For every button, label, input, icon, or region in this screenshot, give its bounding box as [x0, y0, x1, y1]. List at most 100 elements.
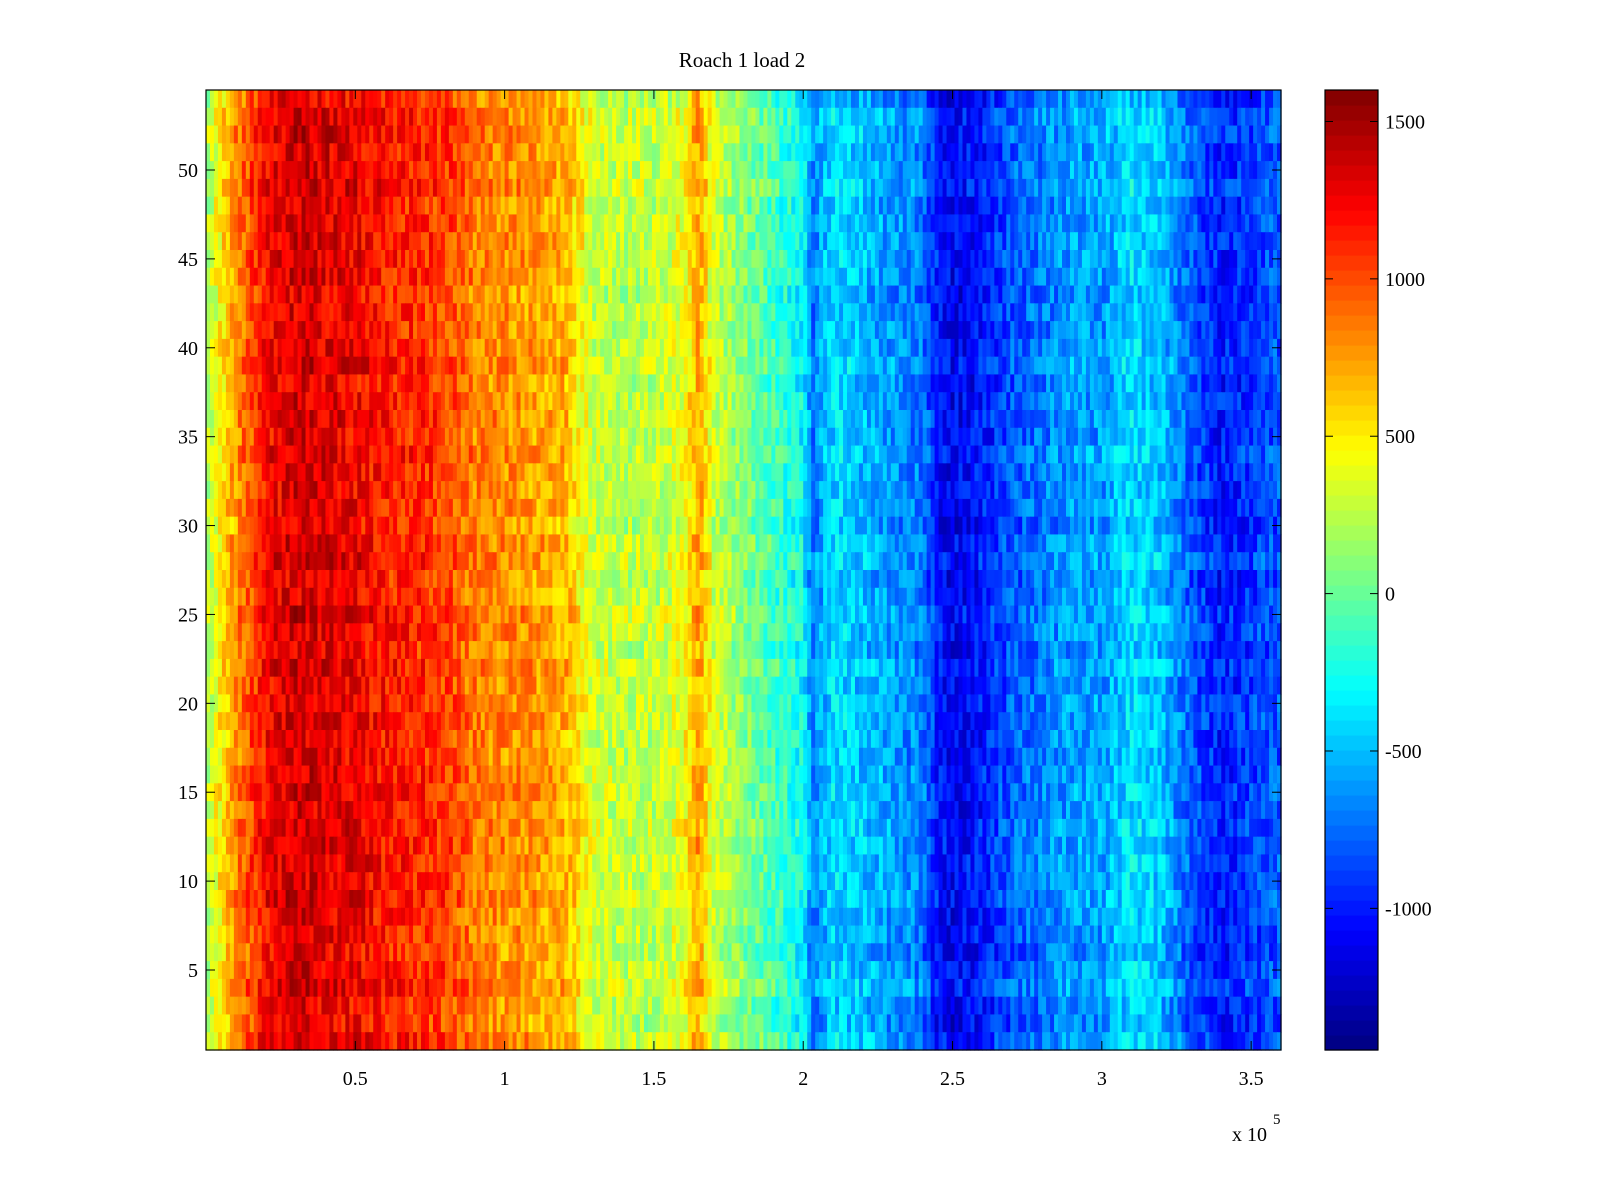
- heatmap-cell: [1113, 374, 1119, 393]
- heatmap-cell: [480, 178, 486, 198]
- heatmap-cell: [496, 250, 502, 269]
- heatmap-cell: [1042, 178, 1047, 198]
- heatmap-cell: [1141, 161, 1147, 180]
- heatmap-cell: [966, 107, 972, 127]
- heatmap-cell: [671, 338, 677, 358]
- heatmap-cell: [1097, 196, 1103, 216]
- heatmap-cell: [480, 285, 486, 304]
- heatmap-cell: [225, 267, 231, 287]
- heatmap-cell: [389, 125, 394, 144]
- heatmap-cell: [1201, 285, 1206, 304]
- heatmap-cell: [464, 143, 470, 162]
- heatmap-cell: [695, 374, 701, 393]
- heatmap-cell: [751, 178, 757, 198]
- heatmap-cell: [647, 321, 653, 340]
- heatmap-cell: [926, 250, 932, 269]
- heatmap-cell: [289, 161, 295, 180]
- heatmap-cell: [496, 303, 502, 322]
- heatmap-cell: [460, 90, 466, 109]
- heatmap-cell: [604, 321, 609, 340]
- heatmap-cell: [1062, 196, 1067, 216]
- heatmap-cell: [902, 356, 908, 376]
- heatmap-cell: [1153, 338, 1159, 358]
- heatmap-cell: [321, 250, 327, 269]
- heatmap-cell: [1113, 392, 1119, 411]
- heatmap-cell: [440, 143, 446, 162]
- heatmap-cell: [890, 107, 896, 127]
- heatmap-cell: [432, 107, 438, 127]
- heatmap-cell: [584, 214, 589, 233]
- heatmap-cell: [548, 338, 553, 358]
- heatmap-cell: [918, 338, 924, 358]
- heatmap-cell: [213, 250, 219, 269]
- heatmap-cell: [520, 267, 526, 287]
- heatmap-cell: [795, 143, 800, 162]
- heatmap-cell: [651, 196, 657, 216]
- heatmap-cell: [452, 143, 458, 162]
- heatmap-cell: [544, 374, 550, 393]
- heatmap-cell: [365, 356, 370, 376]
- heatmap-cell: [552, 107, 557, 127]
- heatmap-cell: [253, 321, 259, 340]
- heatmap-cell: [1189, 338, 1195, 358]
- heatmap-cell: [970, 392, 976, 411]
- heatmap-cell: [663, 285, 669, 304]
- heatmap-cell: [385, 250, 390, 269]
- heatmap-cell: [731, 125, 737, 144]
- heatmap-cell: [206, 178, 211, 198]
- heatmap-cell: [659, 356, 665, 376]
- heatmap-cell: [823, 356, 828, 376]
- heatmap-cell: [1121, 392, 1127, 411]
- heatmap-cell: [1097, 125, 1103, 144]
- heatmap-cell: [1117, 321, 1123, 340]
- heatmap-cell: [894, 303, 900, 322]
- heatmap-cell: [1077, 374, 1083, 393]
- heatmap-cell: [914, 178, 920, 198]
- heatmap-cells: [206, 90, 1282, 1051]
- heatmap-cell: [779, 321, 784, 340]
- heatmap-cell: [1113, 303, 1119, 322]
- heatmap-cell: [986, 196, 991, 216]
- heatmap-cell: [707, 161, 713, 180]
- heatmap-cell: [1042, 196, 1047, 216]
- heatmap-cell: [568, 338, 573, 358]
- heatmap-cell: [468, 250, 474, 269]
- heatmap-cell: [600, 90, 605, 109]
- heatmap-cell: [739, 374, 745, 393]
- heatmap-cell: [990, 143, 995, 162]
- heatmap-cell: [815, 303, 820, 322]
- heatmap-cell: [1109, 321, 1115, 340]
- heatmap-cell: [496, 392, 502, 411]
- heatmap-cell: [743, 143, 749, 162]
- heatmap-cell: [428, 143, 434, 162]
- heatmap-cell: [504, 303, 510, 322]
- heatmap-cell: [229, 90, 235, 109]
- heatmap-cell: [580, 107, 585, 127]
- heatmap-cell: [1157, 338, 1163, 358]
- heatmap-cell: [353, 338, 358, 358]
- heatmap-cell: [528, 392, 534, 411]
- heatmap-cell: [1085, 161, 1091, 180]
- heatmap-cell: [588, 303, 593, 322]
- heatmap-cell: [679, 90, 685, 109]
- heatmap-cell: [556, 214, 561, 233]
- heatmap-cell: [432, 250, 438, 269]
- heatmap-cell: [253, 125, 259, 144]
- heatmap-cell: [1129, 161, 1135, 180]
- heatmap-cell: [540, 285, 546, 304]
- heatmap-cell: [448, 214, 454, 233]
- heatmap-cell: [624, 143, 629, 162]
- heatmap-cell: [532, 410, 538, 429]
- heatmap-cell: [847, 285, 852, 304]
- heatmap-cell: [397, 374, 402, 393]
- heatmap-cell: [743, 267, 749, 287]
- heatmap-cell: [624, 410, 629, 429]
- heatmap-cell: [1058, 338, 1063, 358]
- heatmap-cell: [289, 267, 295, 287]
- heatmap-cell: [1181, 374, 1187, 393]
- heatmap-cell: [1077, 338, 1083, 358]
- heatmap-cell: [612, 125, 617, 144]
- heatmap-cell: [568, 392, 573, 411]
- heatmap-cell: [902, 338, 908, 358]
- heatmap-cell: [1193, 267, 1198, 287]
